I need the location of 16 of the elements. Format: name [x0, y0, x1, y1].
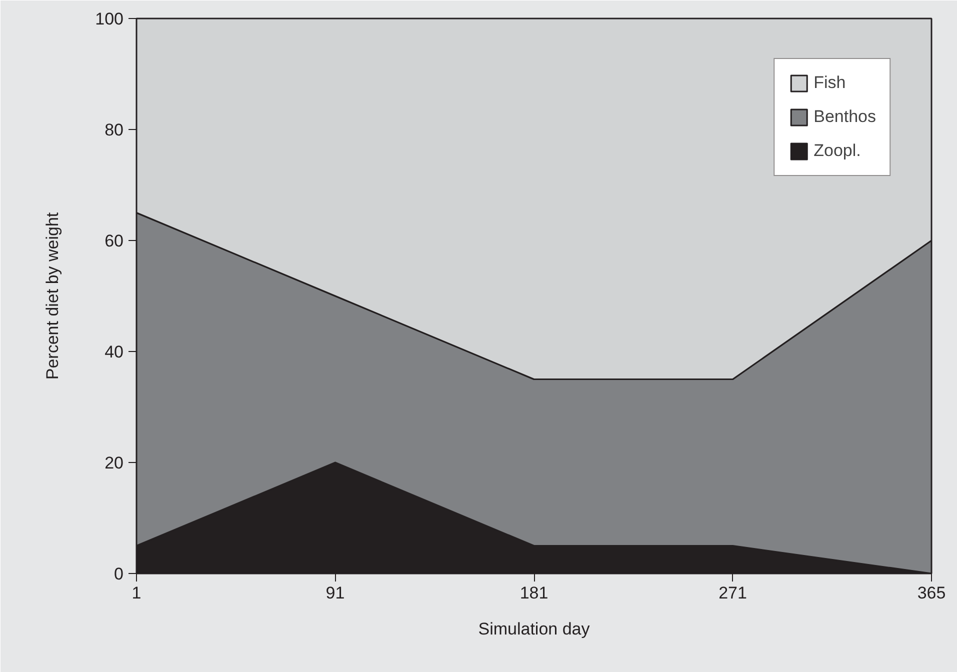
x-tick-label: 91: [326, 584, 345, 602]
x-tick-label: 181: [520, 584, 548, 602]
y-tick-label: 20: [104, 454, 124, 472]
y-tick-label: 60: [104, 232, 124, 250]
y-tick-label: 100: [95, 10, 124, 28]
x-tick-label: 1: [132, 584, 142, 602]
y-axis-title: Percent diet by weight: [43, 212, 62, 380]
legend-label: Fish: [814, 73, 846, 93]
y-tick-label: 80: [104, 120, 124, 140]
x-tick-label: 365: [917, 584, 946, 602]
x-tick-label: 271: [718, 584, 747, 602]
y-tick-label: 40: [104, 342, 124, 362]
legend-label: Benthos: [814, 107, 876, 127]
x-axis-title: Simulation day: [478, 620, 590, 638]
y-tick-label: 0: [114, 564, 124, 584]
legend-label: Zoopl.: [814, 141, 861, 161]
